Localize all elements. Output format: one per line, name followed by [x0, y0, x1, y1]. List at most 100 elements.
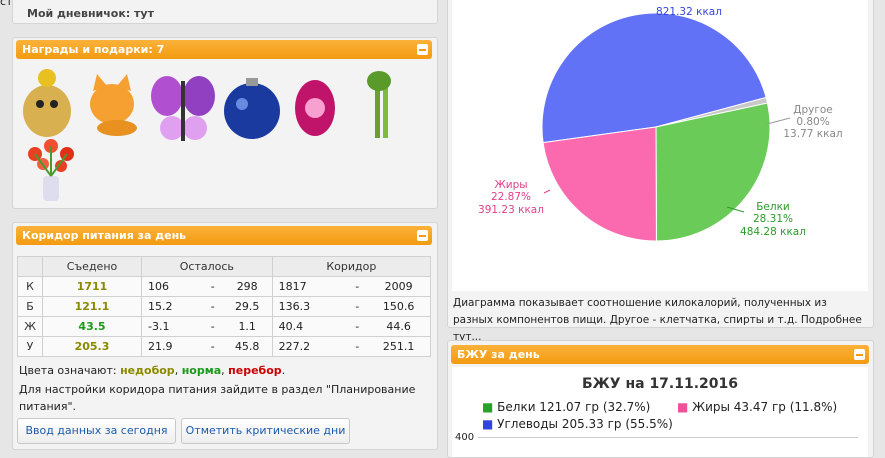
table-cell: 15.2 [140, 296, 203, 317]
slice-label: 821.32 ккал [656, 6, 722, 18]
slice-name: Белки [756, 201, 790, 213]
corridor-title: Коридор питания за день [22, 229, 187, 242]
leader-line [543, 189, 551, 194]
table-cell: 21.9 [140, 336, 203, 357]
gift-tulips[interactable] [28, 139, 74, 201]
pie-slice [541, 12, 767, 144]
slice-percent: 0.80% [796, 116, 829, 128]
table-cell: 205.3 [42, 336, 142, 357]
table-cell: 45.8 [222, 336, 273, 357]
legend-item: перебор [228, 364, 282, 377]
bju-chart: БЖУ на 17.11.2016 ■ Белки 121.07 гр (32.… [452, 367, 868, 457]
button[interactable]: Отметить критические дни [181, 418, 350, 444]
slice-percent: 28.31% [753, 213, 793, 225]
color-legend: Цвета означают: недобор, норма, перебор. [19, 364, 286, 377]
slice-label: 484.28 ккал [740, 226, 806, 238]
table-cell: 227.2 [271, 336, 348, 357]
table-cell: 1.1 [222, 316, 273, 337]
gift-ball[interactable] [224, 78, 280, 139]
table-cell: 40.4 [271, 316, 348, 337]
gift-straw[interactable] [23, 69, 71, 137]
table-cell: Ж [17, 316, 43, 337]
table-cell: 121.1 [42, 296, 142, 317]
gift-icons [23, 69, 391, 201]
header-cell: Осталось [141, 256, 273, 277]
table-cell: 43.5 [42, 316, 142, 337]
legend-item[interactable]: ■ Углеводы 205.33 гр (55.5%) [482, 417, 673, 431]
table-cell: -3.1 [140, 316, 203, 337]
legend-item[interactable]: ■ Белки 121.07 гр (32.7%) [482, 400, 651, 414]
table-cell: 150.6 [367, 296, 432, 317]
legend-text: . [281, 364, 286, 377]
table-cell: - [347, 296, 368, 317]
table-cell: 2009 [367, 276, 432, 297]
gift-celery[interactable] [367, 71, 391, 138]
legend-text: Углеводы 205.33 гр (55.5%) [497, 417, 673, 431]
table-cell: - [202, 316, 223, 337]
gift-cat[interactable] [90, 74, 137, 136]
slice-name: Другое [793, 104, 832, 116]
table-row: Б 121.1 15.2-29.5 136.3-150.6 [17, 296, 432, 317]
table-cell: 298 [222, 276, 273, 297]
slice-label: 391.23 ккал [478, 204, 544, 216]
pie-slice [542, 126, 657, 242]
header-cell [17, 256, 43, 277]
table-cell: - [347, 316, 368, 337]
table-cell: 251.1 [367, 336, 432, 357]
table-cell: - [347, 336, 368, 357]
leader-line [726, 206, 745, 213]
table-row: К 1711 106-298 1817-2009 [17, 276, 432, 297]
table-cell: 136.3 [271, 296, 348, 317]
gift-egg[interactable] [295, 80, 335, 136]
awards-title: Награды и подарки: 7 [22, 43, 165, 56]
table-cell: 29.5 [222, 296, 273, 317]
corridor-panel: Коридор питания за день Съедено Осталось К… [12, 222, 438, 450]
table-cell: - [202, 276, 223, 297]
corridor-header[interactable]: Коридор питания за день [16, 226, 432, 245]
table-row: Ж 43.5 -3.1-1.1 40.4-44.6 [17, 316, 432, 337]
header-cell: Коридор [271, 256, 432, 277]
header-cell: Съедено [42, 256, 142, 277]
bju-panel: БЖУ за день БЖУ на 17.11.2016 ■ Белки 12… [447, 340, 874, 458]
pie-slice [655, 102, 771, 242]
table-cell: Б [17, 296, 43, 317]
button[interactable]: Ввод данных за сегодня [17, 418, 176, 444]
legend-item: норма [181, 364, 222, 377]
table-cell: У [17, 336, 43, 357]
table-cell: 1817 [271, 276, 348, 297]
gift-butterfly[interactable] [151, 76, 215, 141]
leader-line [766, 117, 791, 125]
corridor-note: Для настройки коридора питания зайдите в… [19, 383, 416, 413]
table-cell: 106 [140, 276, 203, 297]
chart-caption: Диаграмма показывает соотношение килокал… [453, 297, 862, 343]
table-cell: К [17, 276, 43, 297]
table-cell: - [347, 276, 368, 297]
y-tick-label: 400 [455, 432, 475, 443]
corridor-table: Съедено Осталось Коридор К 1711 106-298 1817-2… [17, 256, 432, 357]
legend-text: Белки 121.07 гр (32.7%) [497, 400, 651, 414]
table-cell: - [202, 296, 223, 317]
awards-panel: Награды и подарки: 7 [12, 37, 438, 209]
awards-header[interactable]: Награды и подарки: 7 [16, 40, 432, 59]
bju-title: БЖУ за день [457, 348, 540, 361]
table-cell: - [202, 336, 223, 357]
pie-panel: 821.32 ккал Другое 0.80% 13.77 ккал Белк… [447, 0, 874, 343]
table-cell: 44.6 [367, 316, 432, 337]
legend-item: недобор [120, 364, 175, 377]
diary-text[interactable]: Мой дневничок: тут [27, 7, 154, 20]
legend-text: Жиры 43.47 гр (11.8%) [692, 400, 838, 414]
slice-label: 13.77 ккал [783, 128, 842, 140]
bju-chart-title: БЖУ на 17.11.2016 [581, 376, 739, 392]
table-cell: 1711 [42, 276, 142, 297]
legend-text: Цвета означают: [19, 364, 121, 377]
table-row: У 205.3 21.9-45.8 227.2-251.1 [17, 336, 432, 357]
legend-item[interactable]: ■ Жиры 43.47 гр (11.8%) [677, 400, 838, 414]
slice-percent: 22.87% [491, 191, 531, 203]
bju-header[interactable]: БЖУ за день [451, 345, 869, 364]
header-row: Съедено Осталось Коридор [17, 256, 432, 277]
pie-chart: 821.32 ккал Другое 0.80% 13.77 ккал Белк… [452, 0, 868, 291]
slice-name: Жиры [494, 179, 527, 191]
diary-panel: Мой дневничок: тут [12, 0, 438, 24]
grid-line [478, 437, 858, 438]
